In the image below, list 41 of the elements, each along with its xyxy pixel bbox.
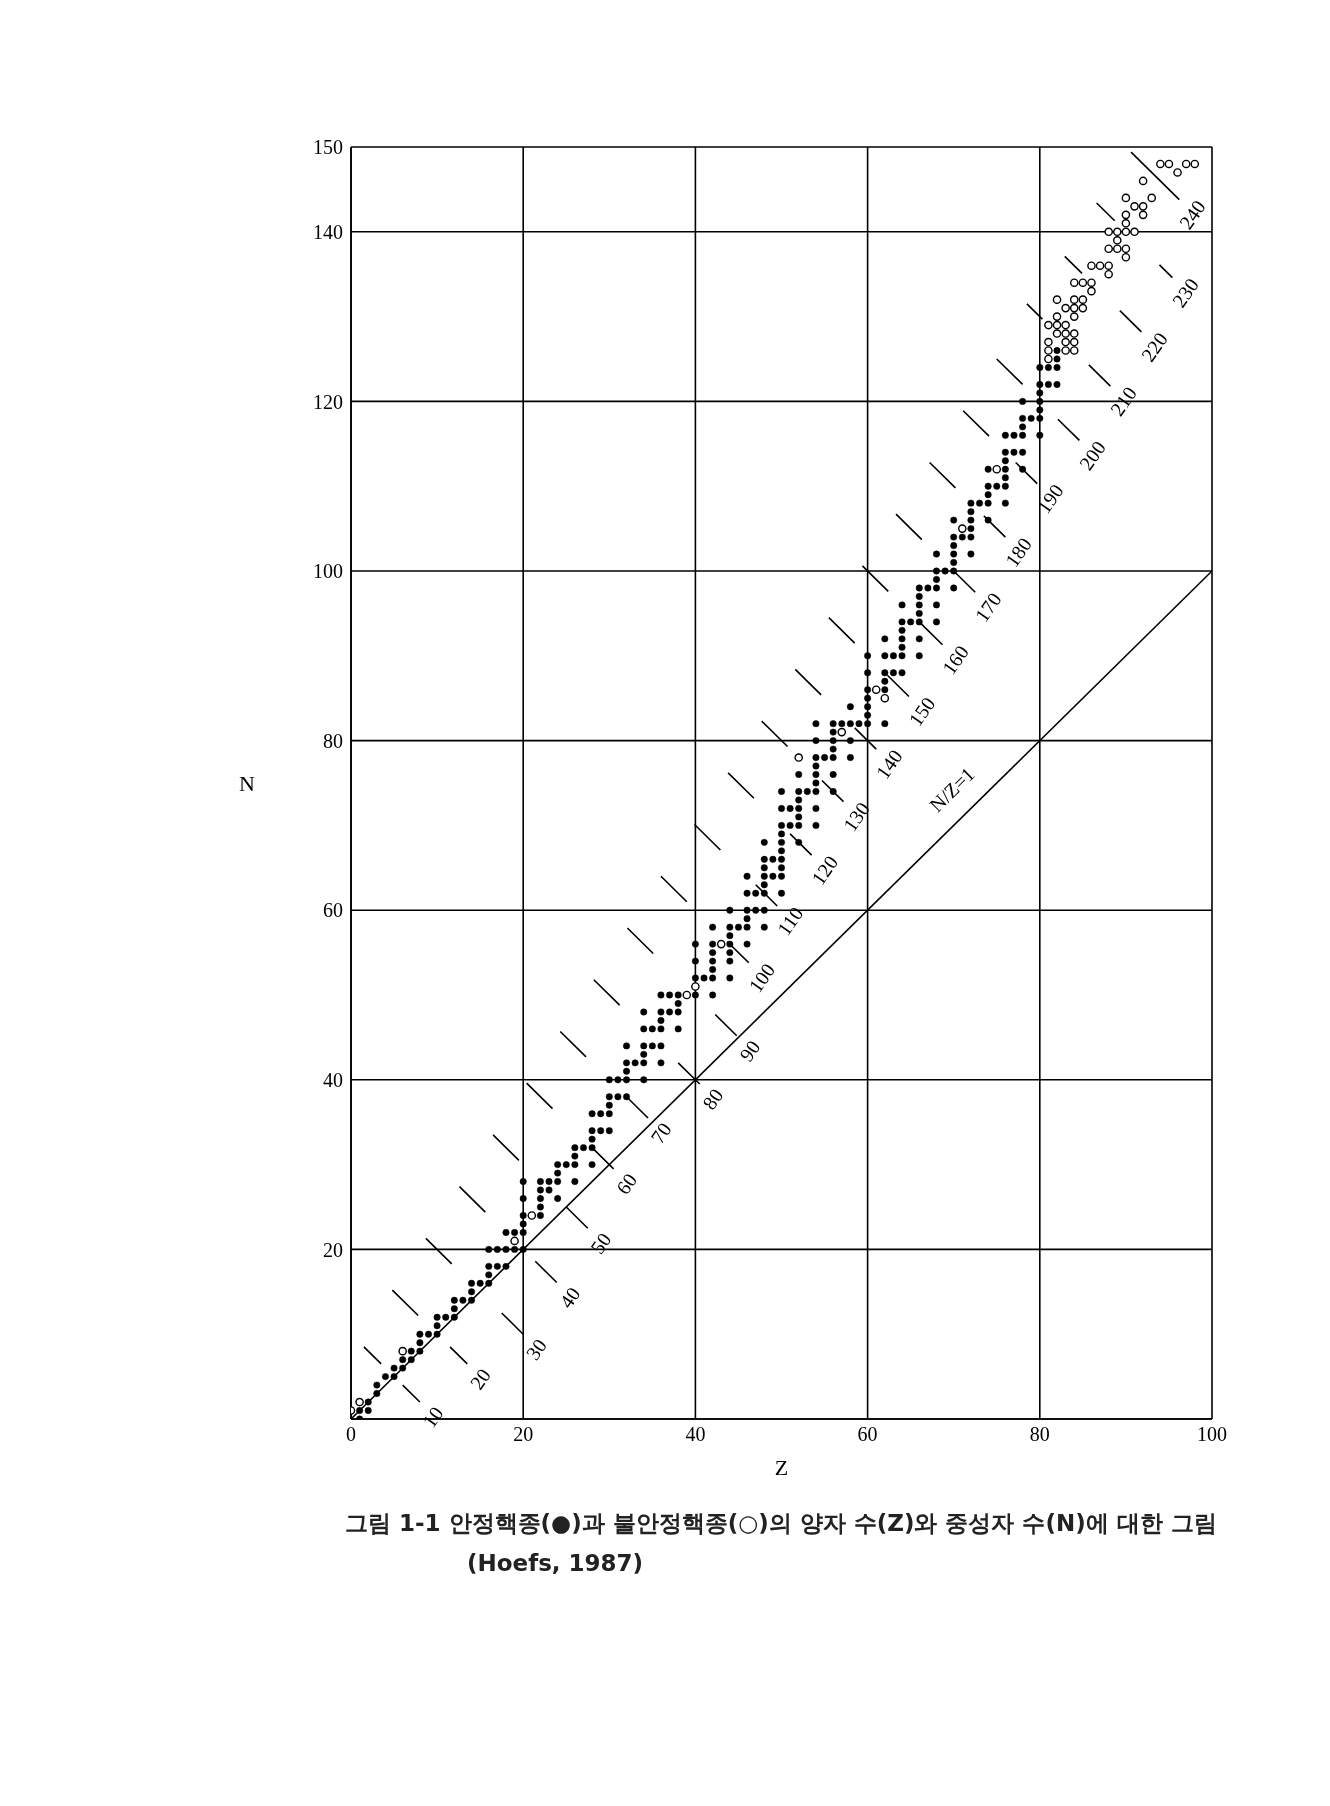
text: 140 [871, 745, 907, 783]
text: 60 [611, 1169, 642, 1199]
y-tick-label: 80 [323, 729, 343, 752]
y-tick-label: 140 [313, 220, 343, 243]
x-tick-label: 20 [513, 1423, 534, 1446]
y-tick-label: 120 [313, 390, 343, 413]
x-tick-label: 60 [857, 1423, 878, 1446]
text: 100 [744, 959, 780, 997]
x-tick-label: 0 [346, 1423, 356, 1446]
y-tick-label: 60 [323, 899, 343, 922]
y-tick-label: 150 [313, 136, 343, 159]
text: 150 [904, 692, 940, 731]
text: 200 [1074, 436, 1111, 474]
text: 80 [697, 1084, 728, 1114]
x-axis-title: Z [774, 1455, 789, 1480]
y-tick-label: 20 [323, 1238, 343, 1261]
text: 50 [586, 1228, 616, 1258]
text: 70 [646, 1118, 676, 1148]
x-tick-label: 100 [1197, 1423, 1227, 1446]
text: 90 [734, 1036, 765, 1066]
text: 170 [970, 588, 1006, 626]
text: 110 [772, 902, 808, 940]
text: 190 [1032, 480, 1068, 518]
y-tick-label: 100 [313, 560, 343, 583]
y-tick-label: 40 [323, 1068, 343, 1091]
x-tick-label: 80 [1029, 1423, 1050, 1446]
text: 220 [1136, 328, 1173, 366]
text: 180 [1000, 533, 1036, 571]
text: 120 [807, 851, 843, 889]
text: 40 [555, 1282, 585, 1312]
text: 130 [838, 798, 875, 836]
text: 210 [1105, 382, 1142, 420]
text: 240 [1174, 195, 1210, 234]
y-axis-title: N [239, 770, 256, 796]
text: 10 [418, 1402, 448, 1432]
x-tick-label: 40 [685, 1423, 706, 1446]
text: 230 [1167, 274, 1204, 312]
text: 30 [521, 1334, 551, 1364]
text: 160 [937, 641, 974, 679]
caption: 그림 1-1 안정핵종(●)과 불안정핵종(○)의 양자 수(Z)와 중성자 수(N)에 대한 그림(Hoefs, 1987) [345, 1509, 1218, 1578]
text: 20 [465, 1364, 495, 1394]
